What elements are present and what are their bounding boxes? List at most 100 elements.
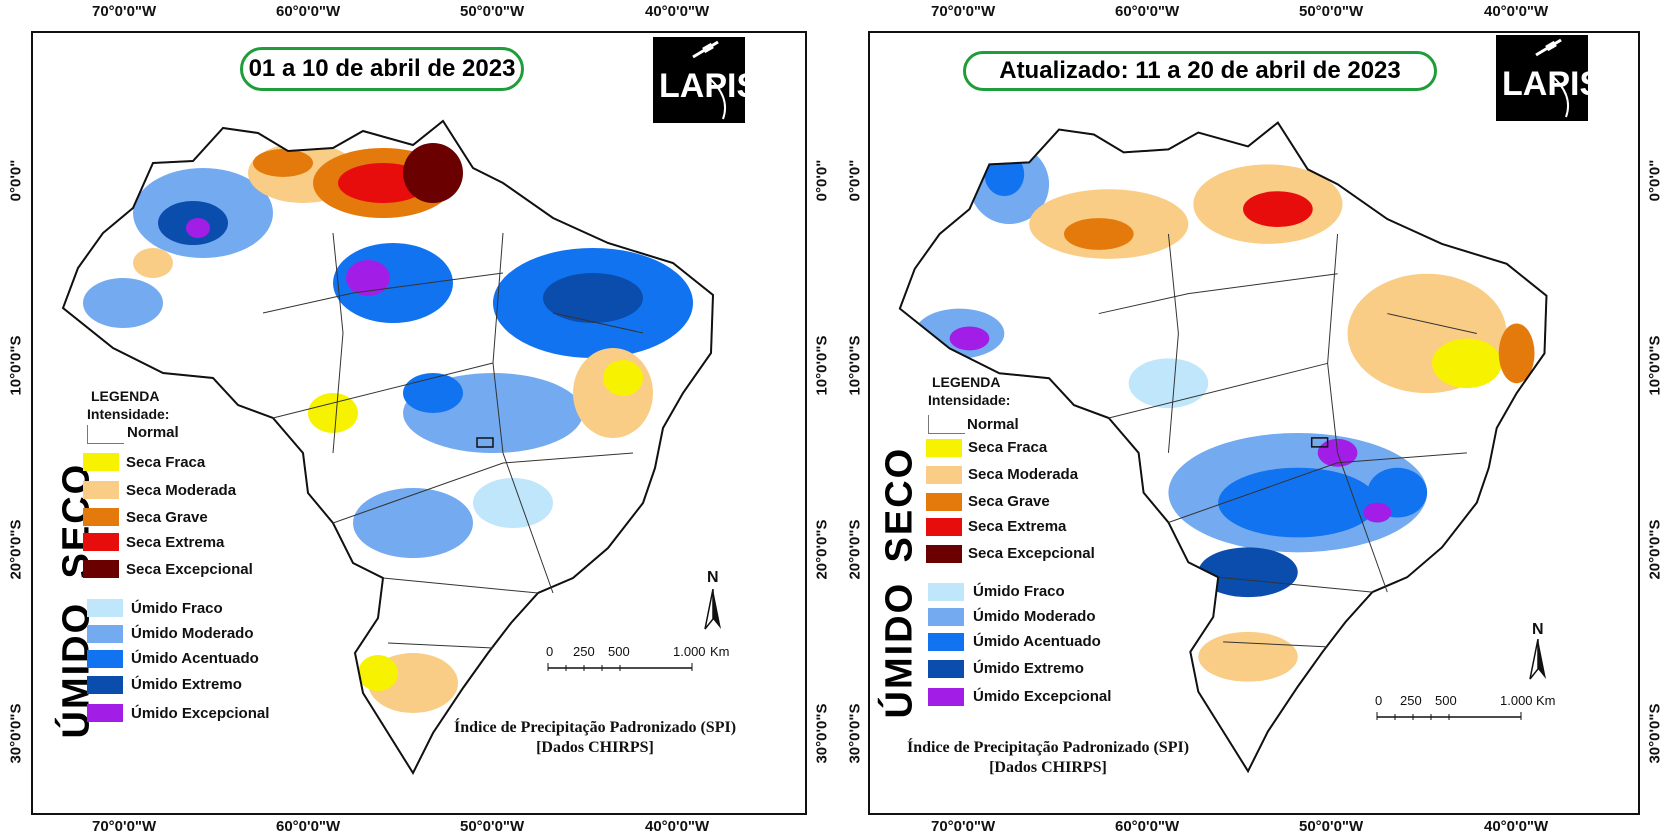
footer-data-source: [Dados CHIRPS] (989, 759, 1107, 776)
lat-tick-left: 20°0'0"S (7, 519, 25, 580)
legend-swatch-seca-fraca (83, 453, 119, 471)
lon-tick-bottom: 50°0'0"W (1299, 818, 1364, 835)
lapis-logo: LAPIS (653, 37, 759, 123)
legend-heading-line1: LEGENDA (932, 374, 1001, 390)
scale-label-250: 250 (1400, 693, 1422, 708)
lon-tick-top: 70°0'0"W (931, 3, 996, 20)
lon-tick-bottom: 40°0'0"W (1484, 818, 1549, 835)
lat-tick-left: 20°0'0"S (846, 519, 864, 580)
legend-swatch-seca-excepcional (83, 560, 119, 578)
lapis-logo: LAPIS (1496, 35, 1602, 121)
lat-tick-right: 10°0'0"S (1646, 335, 1664, 396)
lat-tick-left: 0°0'0" (7, 159, 25, 202)
legend-swatch-seca-grave (926, 493, 962, 511)
legend-label-seca-fraca: Seca Fraca (126, 454, 206, 471)
lon-tick-top: 60°0'0"W (1115, 3, 1180, 20)
lon-tick-bottom: 60°0'0"W (1115, 818, 1180, 835)
lon-tick-top: 40°0'0"W (645, 3, 710, 20)
lat-tick-left: 10°0'0"S (7, 335, 25, 396)
map-footer: Índice de Precipitação Padronizado (SPI)… (437, 718, 753, 758)
footer-index-name: Índice de Precipitação Padronizado (SPI) (453, 719, 737, 736)
footer-data-source: [Dados CHIRPS] (536, 739, 654, 756)
legend-label-seca-extrema: Seca Extrema (126, 534, 225, 551)
north-arrow-label: N (707, 569, 719, 586)
legend-label-umido-excepcional: Úmido Excepcional (131, 705, 270, 722)
lat-tick-left: 10°0'0"S (846, 335, 864, 396)
legend-label-normal: Normal (967, 416, 1019, 433)
scale-bar (547, 663, 693, 671)
map-footer: Índice de Precipitação Padronizado (SPI)… (890, 738, 1206, 778)
scale-label-0: 0 (546, 644, 554, 659)
lon-tick-top: 70°0'0"W (92, 3, 157, 20)
map-panel-right: 70°0'0"W 60°0'0"W 50°0'0"W 40°0'0"W 70°0… (839, 0, 1678, 839)
scale-label-unit: Km (1536, 693, 1556, 708)
legend-heading: LEGENDA Intensidade: (928, 373, 1010, 409)
legend-label-umido-extremo: Úmido Extremo (131, 676, 242, 693)
legend-swatch-seca-fraca (926, 439, 962, 457)
lon-tick-bottom: 40°0'0"W (645, 818, 710, 835)
legend-label-umido-moderado: Úmido Moderado (131, 625, 254, 642)
legend-label-seca-moderada: Seca Moderada (126, 482, 237, 499)
legend-swatch-seca-extrema (926, 518, 962, 536)
legend-swatch-umido-moderado (928, 608, 964, 626)
satellite-icon (1535, 38, 1570, 118)
lat-tick-left: 30°0'0"S (7, 703, 25, 764)
lat-tick-right: 20°0'0"S (1646, 519, 1664, 580)
footer-index-name: Índice de Precipitação Padronizado (SPI) (906, 739, 1190, 756)
lon-tick-top: 60°0'0"W (276, 3, 341, 20)
legend-swatch-seca-moderada (926, 466, 962, 484)
legend-heading: LEGENDA Intensidade: (87, 387, 169, 423)
map-frame: 01 a 10 de abril de 2023 LAPIS LEGENDA I… (31, 31, 807, 815)
legend-heading-line2: Intensidade: (928, 392, 1011, 408)
legend-swatch-umido-fraco (87, 599, 123, 617)
legend-label-seca-grave: Seca Grave (126, 509, 208, 526)
legend-label-seca-grave: Seca Grave (968, 493, 1050, 510)
legend-label-seca-fraca: Seca Fraca (968, 439, 1048, 456)
legend-label-umido-fraco: Úmido Fraco (131, 600, 223, 617)
period-title: 01 a 10 de abril de 2023 (240, 47, 524, 91)
legend-label-umido-extremo: Úmido Extremo (973, 660, 1084, 677)
scale-bar (1376, 712, 1522, 720)
legend-swatch-umido-excepcional (928, 688, 964, 706)
lat-tick-right: 20°0'0"S (813, 519, 831, 580)
lat-tick-right: 30°0'0"S (1646, 703, 1664, 764)
lat-tick-left: 30°0'0"S (846, 703, 864, 764)
north-arrow-icon (1529, 639, 1546, 680)
scale-label-500: 500 (1435, 693, 1457, 708)
legend-swatch-umido-fraco (928, 583, 964, 601)
legend-label-seca-excepcional: Seca Excepcional (126, 561, 253, 578)
legend-label-umido-excepcional: Úmido Excepcional (973, 688, 1112, 705)
legend-label-seca-moderada: Seca Moderada (968, 466, 1079, 483)
brazil-spi-map (898, 121, 1548, 774)
lapis-logo-text: LAPIS (1502, 65, 1603, 103)
lon-tick-bottom: 70°0'0"W (92, 818, 157, 835)
scale-label-unit: Km (710, 644, 730, 659)
legend-label-umido-moderado: Úmido Moderado (973, 608, 1096, 625)
satellite-icon (692, 40, 727, 120)
lat-tick-right: 30°0'0"S (813, 703, 831, 764)
legend-swatch-umido-excepcional (87, 704, 123, 722)
lat-tick-right: 0°0'0" (813, 159, 831, 202)
legend-swatch-umido-extremo (87, 676, 123, 694)
scale-label-1000: 1.000 (1500, 693, 1533, 708)
legend-heading-line1: LEGENDA (91, 388, 160, 404)
legend-label-umido-acentuado: Úmido Acentuado (131, 650, 259, 667)
brazil-spi-map (61, 119, 715, 776)
legend-swatch-seca-extrema (83, 533, 119, 551)
legend-swatch-seca-moderada (83, 481, 119, 499)
scale-label-500: 500 (608, 644, 630, 659)
scale-label-250: 250 (573, 644, 595, 659)
lon-tick-top: 50°0'0"W (1299, 3, 1364, 20)
lat-tick-right: 10°0'0"S (813, 335, 831, 396)
legend-label-seca-excepcional: Seca Excepcional (968, 545, 1095, 562)
legend-swatch-umido-acentuado (928, 633, 964, 651)
legend-swatch-normal (928, 415, 965, 434)
lon-tick-top: 50°0'0"W (460, 3, 525, 20)
legend-label-normal: Normal (127, 424, 179, 441)
lon-tick-top: 40°0'0"W (1484, 3, 1549, 20)
lat-tick-left: 0°0'0" (846, 159, 864, 202)
lat-tick-right: 0°0'0" (1646, 159, 1664, 202)
legend-label-seca-extrema: Seca Extrema (968, 518, 1067, 535)
map-frame: Atualizado: 11 a 20 de abril de 2023 LAP… (868, 31, 1640, 815)
legend-swatch-seca-excepcional (926, 545, 962, 563)
